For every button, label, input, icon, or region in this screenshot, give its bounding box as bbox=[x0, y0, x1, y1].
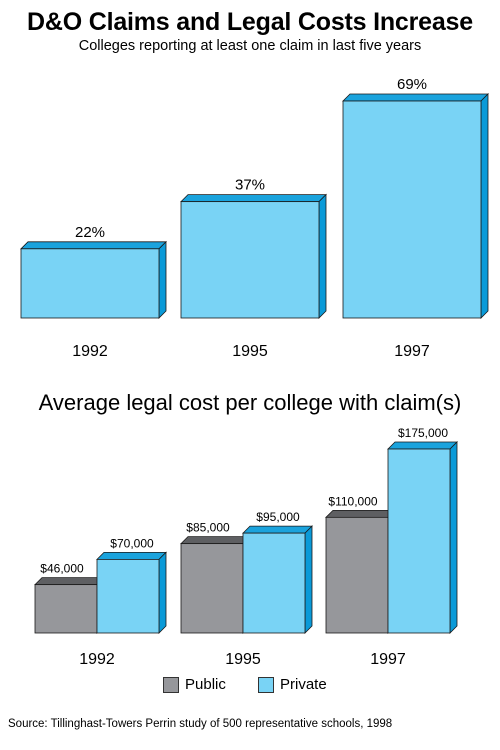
claims-percentage-chart: 22% 1992 37% 1995 69% 1997 bbox=[20, 76, 489, 360]
bar-private-1995-side bbox=[304, 525, 313, 634]
bar-private-1992-side bbox=[158, 551, 167, 634]
bar-private-1995 bbox=[242, 532, 306, 634]
chart-legend: Public Private bbox=[0, 676, 500, 698]
source-note: Source: Tillinghast-Towers Perrin study … bbox=[8, 718, 393, 730]
bar-public-1995 bbox=[180, 543, 244, 634]
bar-1997 bbox=[342, 100, 482, 319]
bar-public-1992-top bbox=[34, 577, 105, 586]
legend-label-private: Private bbox=[280, 676, 327, 693]
page-subtitle: Colleges reporting at least one claim in… bbox=[78, 38, 422, 54]
data-label-1997: 69% bbox=[397, 76, 427, 93]
bar-1992 bbox=[20, 248, 160, 319]
bar-private-1997-top bbox=[387, 441, 458, 450]
legend-item-public: Public bbox=[163, 676, 226, 693]
data-label-private-1992: $70,000 bbox=[110, 536, 154, 550]
bar-private-1997 bbox=[387, 448, 451, 634]
data-label-public-1997: $110,000 bbox=[328, 494, 377, 508]
x-tick-1997: 1997 bbox=[394, 343, 430, 360]
data-label-1995: 37% bbox=[235, 177, 265, 194]
bar-private-1997-side bbox=[449, 441, 458, 634]
data-label-public-1995: $85,000 bbox=[186, 521, 230, 535]
x-tick-1995: 1995 bbox=[225, 651, 261, 668]
legal-cost-chart-title: Average legal cost per college with clai… bbox=[38, 390, 462, 415]
bar-1995 bbox=[180, 201, 320, 319]
data-label-private-1997: $175,000 bbox=[398, 426, 448, 440]
legend-swatch-private bbox=[258, 676, 274, 693]
page-title: D&O Claims and Legal Costs Increase bbox=[27, 8, 473, 36]
bar-private-1992-top bbox=[96, 552, 167, 560]
x-tick-1997: 1997 bbox=[370, 651, 406, 668]
data-label-1992: 22% bbox=[75, 224, 105, 241]
x-tick-1992: 1992 bbox=[72, 343, 108, 360]
legend-label-public: Public bbox=[185, 676, 226, 693]
data-label-public-1992: $46,000 bbox=[40, 562, 84, 576]
bar-public-1997-top bbox=[325, 509, 396, 518]
bar-public-1997 bbox=[325, 516, 389, 634]
legend-swatch-public bbox=[163, 676, 179, 693]
x-tick-1992: 1992 bbox=[79, 651, 115, 668]
legend-item-private: Private bbox=[258, 676, 327, 693]
x-tick-1995: 1995 bbox=[232, 343, 268, 360]
bar-public-1992 bbox=[34, 584, 98, 634]
bar-public-1995-top bbox=[180, 536, 251, 545]
bar-private-1995-top bbox=[242, 525, 313, 534]
bar-private-1992 bbox=[96, 559, 160, 634]
data-label-private-1995: $95,000 bbox=[256, 510, 300, 524]
